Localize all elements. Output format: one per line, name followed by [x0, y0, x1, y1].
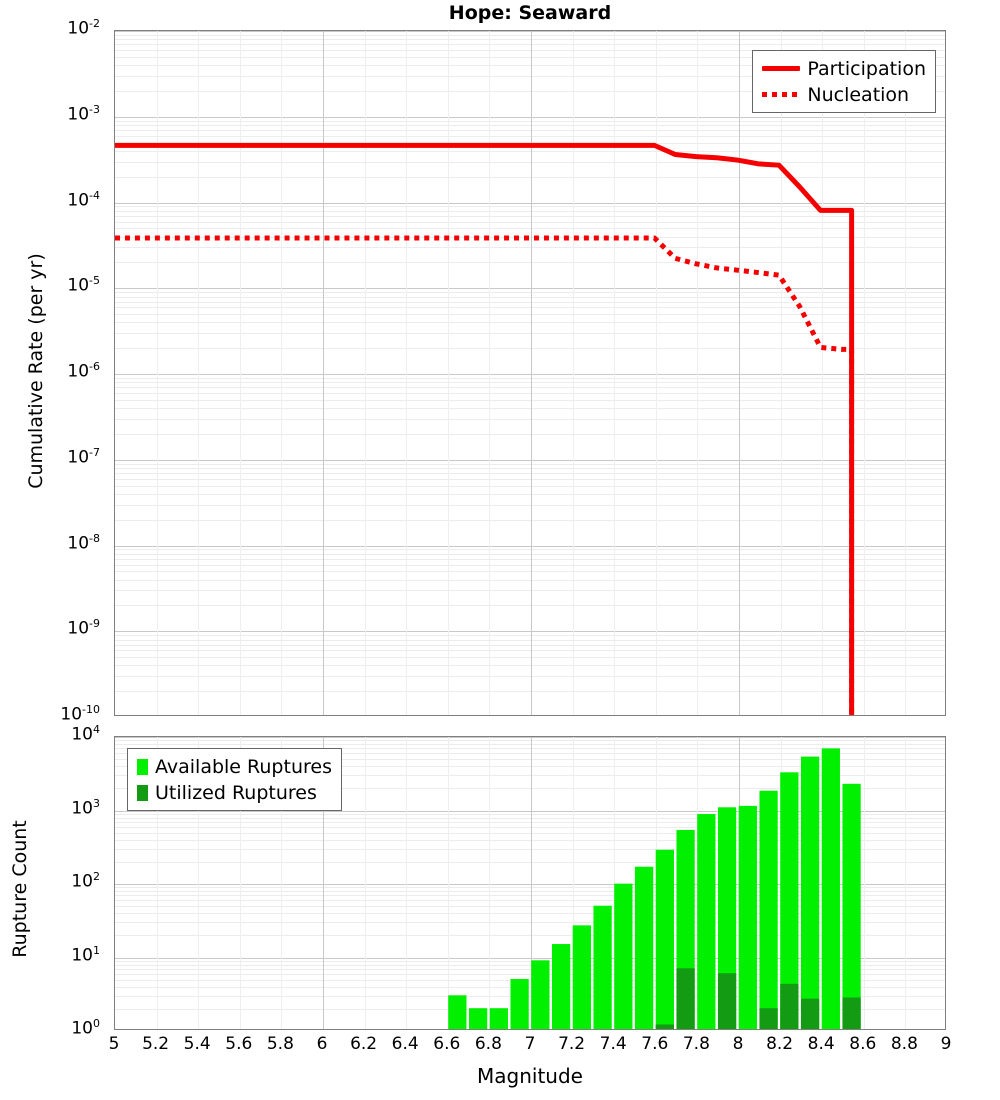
y-tick-label: 10-7	[67, 445, 100, 468]
x-tick-label: 7.6	[641, 1034, 669, 1054]
bar-available	[489, 1008, 508, 1029]
utilized-ruptures-swatch	[137, 784, 148, 801]
bar-available	[510, 979, 529, 1029]
y-axis-title-top: Cumulative Rate (per yr)	[25, 253, 47, 489]
x-tick-label: 9	[940, 1034, 952, 1054]
legend-item-utilized: Utilized Ruptures	[137, 780, 332, 805]
y-tick-label: 104	[71, 723, 100, 745]
bar-available	[821, 748, 840, 1029]
bar-available	[738, 805, 757, 1029]
grid-top	[115, 31, 945, 715]
x-tick-label: 7.2	[558, 1034, 586, 1054]
cumulative-rate-plot: Participation Nucleation	[114, 30, 946, 716]
bar-available	[614, 883, 633, 1029]
bar-utilized	[780, 983, 799, 1029]
x-tick-label: 5.4	[183, 1034, 211, 1054]
x-tick-label: 6	[316, 1034, 328, 1054]
x-tick-label: 8.4	[807, 1034, 835, 1054]
x-tick-label: 8.2	[766, 1034, 794, 1054]
y-tick-label: 10-9	[67, 617, 100, 639]
bar-utilized	[717, 973, 737, 1029]
y-tick-label: 10-4	[67, 188, 100, 211]
bar-utilized	[800, 998, 820, 1029]
page-title: Hope: Seaward	[448, 2, 612, 24]
bar-available	[551, 944, 571, 1029]
y-tick-label: 102	[71, 870, 100, 892]
participation-line-swatch	[762, 66, 801, 71]
rupture-bars	[448, 748, 861, 1029]
bar-available	[634, 866, 654, 1029]
y-tick-label: 10-8	[67, 531, 100, 554]
y-tick-label: 10-2	[67, 17, 100, 39]
legend-label-available: Available Ruptures	[155, 755, 332, 778]
bar-available	[593, 905, 612, 1029]
y-tick-label: 103	[71, 796, 100, 819]
x-tick-label: 6.2	[350, 1034, 378, 1054]
series-nucleation	[115, 235, 855, 715]
bar-utilized	[655, 1024, 674, 1029]
y-tick-label: 10-3	[67, 102, 100, 125]
bar-available	[572, 925, 591, 1029]
bar-available	[468, 1008, 488, 1029]
bar-utilized	[759, 1008, 778, 1029]
legend-label-utilized: Utilized Ruptures	[155, 781, 317, 804]
legend-bottom: Available Ruptures Utilized Ruptures	[127, 748, 342, 811]
legend-label-participation: Participation	[807, 57, 926, 80]
bar-available	[800, 756, 820, 1029]
legend-item-nucleation: Nucleation	[762, 82, 926, 107]
x-tick-label: 8.8	[890, 1034, 918, 1054]
bar-available	[780, 772, 799, 1029]
rate-curves	[115, 142, 855, 715]
x-tick-label: 8	[732, 1034, 744, 1054]
bar-available	[655, 849, 674, 1029]
nucleation-line-swatch	[762, 92, 801, 97]
x-tick-label: 7	[524, 1034, 536, 1054]
bar-available	[842, 783, 861, 1029]
y-tick-label: 100	[71, 1017, 100, 1039]
x-tick-label: 5.8	[266, 1034, 294, 1054]
x-tick-label: 6.8	[474, 1034, 502, 1054]
legend-item-participation: Participation	[762, 56, 926, 81]
bar-available	[697, 814, 716, 1029]
x-tick-label: 5	[108, 1034, 120, 1054]
y-tick-label: 101	[71, 943, 100, 966]
x-tick-label: 5.6	[225, 1034, 253, 1054]
legend-item-available: Available Ruptures	[137, 754, 332, 779]
x-axis-ticks: 5 5.2 5.4 5.6 5.8 6 6.2 6.4 6.6 6.8 7 7.2 7.4 7.6 7.8 8…	[109, 1034, 952, 1060]
available-ruptures-swatch	[137, 758, 148, 775]
x-axis-title: Magnitude	[477, 1064, 583, 1088]
y-tick-label: 10-10	[60, 703, 100, 725]
bar-available	[531, 960, 550, 1029]
bar-available	[448, 995, 467, 1029]
series-participation	[115, 142, 855, 715]
bar-utilized	[842, 997, 861, 1029]
y-axis-ticks-bottom: 104 103 102 101 100	[0, 723, 108, 1039]
x-tick-label: 7.4	[599, 1034, 627, 1054]
y-axis-title-bottom: Rupture Count	[9, 820, 31, 958]
x-tick-label: 6.6	[433, 1034, 461, 1054]
rupture-count-plot: Available Ruptures Utilized Ruptures	[114, 736, 946, 1030]
x-tick-label: 7.8	[682, 1034, 710, 1054]
y-tick-label: 10-5	[67, 274, 100, 296]
x-tick-label: 8.6	[849, 1034, 877, 1054]
legend-label-nucleation: Nucleation	[807, 83, 910, 106]
x-tick-label: 5.2	[142, 1034, 170, 1054]
y-tick-label: 10-6	[67, 360, 100, 382]
y-axis-ticks-top: 10-2 10-3 10-4 10-5 10-6 10-7 10-8 10-9 10-10	[0, 17, 108, 725]
bar-utilized	[676, 968, 695, 1029]
legend-top: Participation Nucleation	[752, 50, 936, 113]
bar-available	[759, 790, 778, 1029]
x-tick-label: 6.4	[391, 1034, 419, 1054]
